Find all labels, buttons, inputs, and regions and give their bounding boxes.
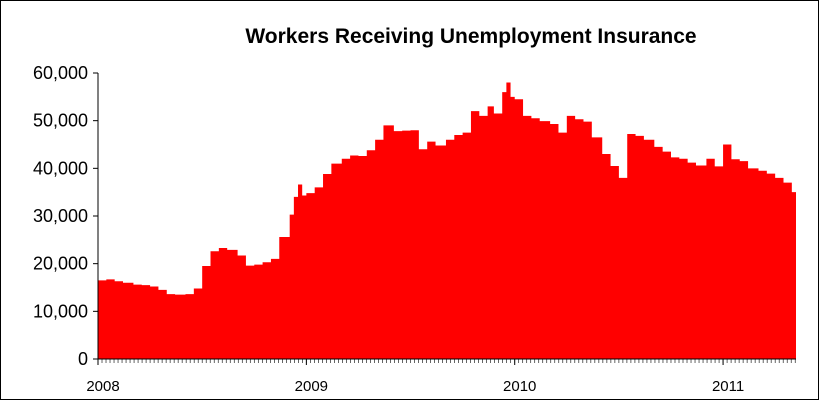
y-tick-label: 50,000 [33,111,88,131]
chart-title: Workers Receiving Unemployment Insurance [245,25,696,48]
plot-area [98,82,796,359]
x-tick-label: 2011 [712,378,744,395]
y-tick-label: 20,000 [33,254,88,274]
y-tick-label: 60,000 [33,63,88,83]
x-tick-label: 2009 [295,378,328,395]
series-area [98,82,796,359]
y-axis: 0 10,000 20,000 30,000 40,000 50,000 60,000 [33,63,99,369]
x-axis: 2008 2009 2010 2011 [86,358,796,395]
y-tick-label: 0 [78,349,88,369]
x-tick-label: 2010 [503,378,536,395]
y-tick-label: 10,000 [33,301,88,321]
y-tick-label: 40,000 [33,158,88,178]
y-tick-label: 30,000 [33,206,88,226]
x-tick-label: 2008 [86,378,119,395]
